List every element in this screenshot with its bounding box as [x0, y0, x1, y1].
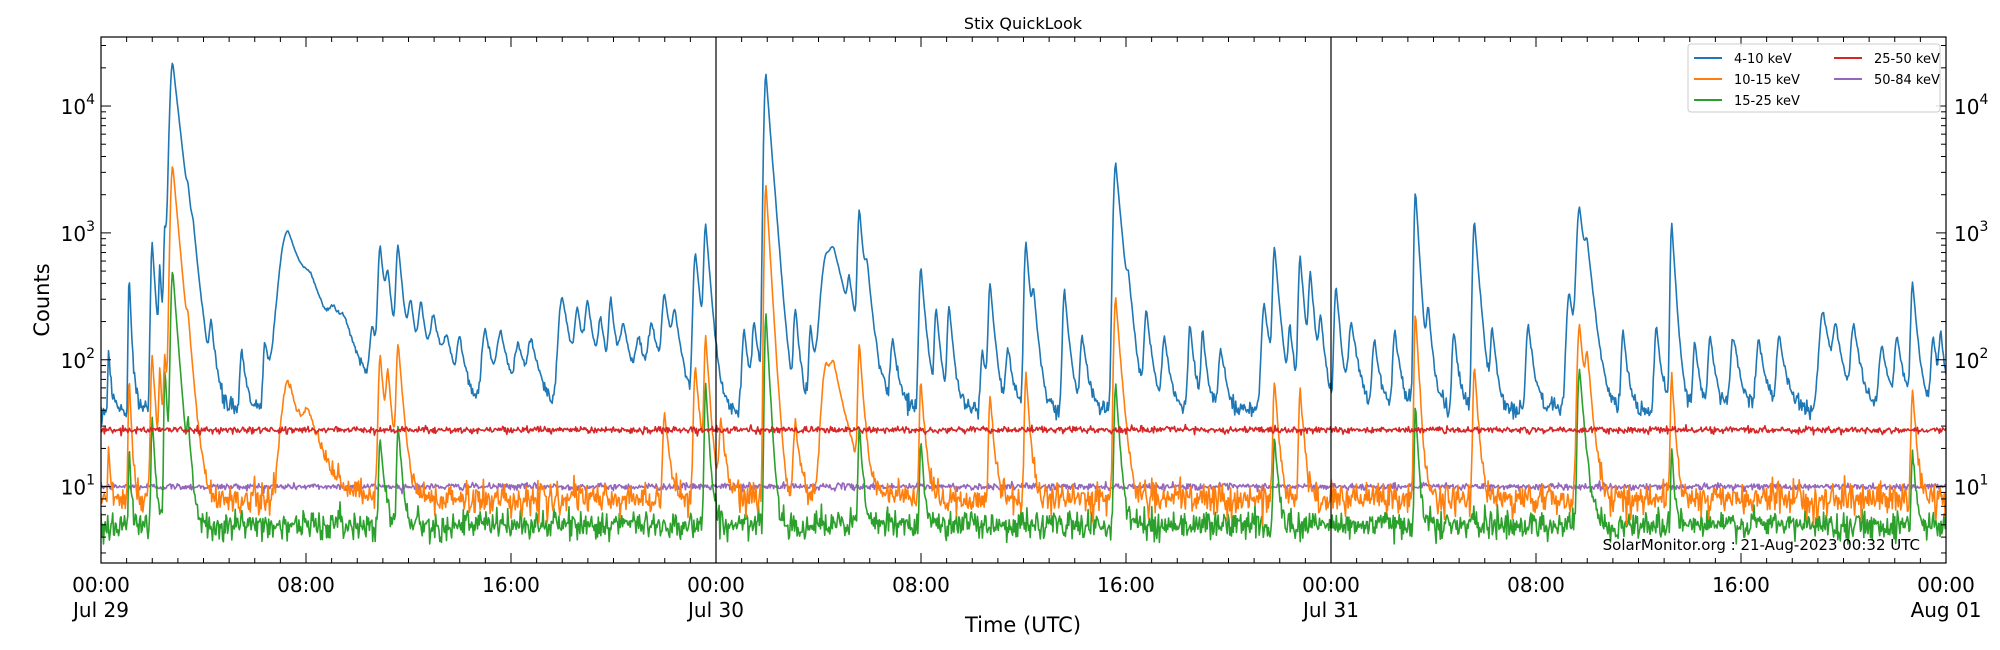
x-tick-date-label: Aug 01 [1911, 598, 1982, 622]
x-tick-label: 08:00 [1507, 573, 1565, 597]
y-tick-label: 101 [61, 473, 95, 500]
series-layer [101, 62, 1946, 545]
legend-entry: 15-25 keV [1734, 94, 1800, 109]
y-tick-label: 103 [61, 219, 95, 246]
series-line-10-15-kev [101, 166, 1946, 527]
x-tick-date-label: Jul 30 [686, 598, 744, 622]
x-tick-date-label: Jul 29 [71, 598, 129, 622]
y-tick-label: 104 [61, 92, 95, 119]
x-tick-label: 16:00 [482, 573, 540, 597]
x-tick-label: 00:00 [1917, 573, 1975, 597]
x-tick-label: 00:00 [687, 573, 745, 597]
y-axis-label: Counts [30, 263, 54, 336]
x-tick-label: 00:00 [72, 573, 130, 597]
legend-box [1687, 43, 1941, 113]
legend-entry: 10-15 keV [1734, 73, 1800, 88]
legend: 4-10 keV 10-15 keV 15-25 keV 25-50 keV 50-84… [1687, 43, 1941, 113]
legend-entry: 25-50 keV [1874, 52, 1940, 67]
y-tick-label: 104 [1954, 92, 1988, 119]
legend-entry: 50-84 keV [1874, 73, 1940, 88]
x-tick-label: 16:00 [1712, 573, 1770, 597]
legend-entry: 4-10 keV [1734, 52, 1792, 67]
x-tick-label: 00:00 [1302, 573, 1360, 597]
y-tick-label: 102 [61, 346, 95, 373]
series-line-4-10-kev [101, 62, 1946, 425]
chart-title: Stix QuickLook [964, 14, 1083, 33]
y-tick-label: 102 [1954, 346, 1988, 373]
x-tick-label: 08:00 [892, 573, 950, 597]
solarmonitor-credit: SolarMonitor.org : 21-Aug-2023 00:32 UTC [1603, 536, 1920, 554]
series-line-50-84-kev [101, 480, 1946, 495]
series-line-15-25-kev [101, 271, 1946, 545]
x-tick-label: 16:00 [1097, 573, 1155, 597]
x-tick-date-label: Jul 31 [1301, 598, 1359, 622]
y-tick-label: 101 [1954, 473, 1988, 500]
series-line-25-50-kev [101, 423, 1946, 437]
x-tick-label: 08:00 [277, 573, 335, 597]
x-axis-label: Time (UTC) [964, 613, 1081, 637]
y-tick-label: 103 [1954, 219, 1988, 246]
